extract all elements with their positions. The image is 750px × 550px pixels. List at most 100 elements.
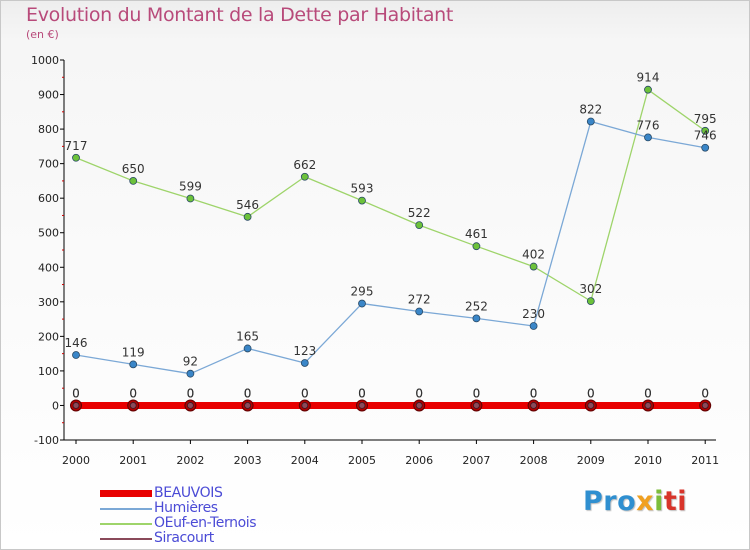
- legend-label-beauvois: BEAUVOIS: [154, 485, 223, 501]
- data-point-humieres: [472, 314, 481, 323]
- data-point-siracourt: [701, 402, 709, 409]
- data-point-siracourt: [472, 402, 480, 409]
- data-point-siracourt: [129, 402, 137, 409]
- data-point-oeuf-en-ternois: [358, 196, 366, 205]
- data-label-oeuf-en-ternois: 461: [465, 227, 488, 241]
- data-point-siracourt: [186, 402, 194, 409]
- data-label-humieres: 119: [122, 345, 145, 359]
- data-point-humieres: [186, 369, 195, 378]
- data-label-humieres: 230: [522, 307, 545, 321]
- data-label-siracourt: 0: [701, 386, 709, 400]
- chart-title: Evolution du Montant de la Dette par Hab…: [26, 4, 454, 26]
- data-point-humieres: [529, 322, 538, 330]
- y-tick-label: 900: [38, 89, 59, 102]
- y-tick-label: 1000: [31, 54, 59, 67]
- data-label-oeuf-en-ternois: 599: [179, 180, 202, 194]
- data-point-oeuf-en-ternois: [186, 194, 195, 203]
- data-label-oeuf-en-ternois: 402: [522, 248, 545, 262]
- data-point-siracourt: [244, 402, 252, 409]
- data-label-humieres: 295: [351, 285, 374, 299]
- data-label-oeuf-en-ternois: 522: [408, 206, 431, 220]
- legend-item-beauvois: BEAUVOIS: [100, 485, 320, 501]
- legend-label-humieres: Humières: [154, 500, 218, 516]
- logo-part-1: Pro: [583, 486, 637, 517]
- data-label-siracourt: 0: [473, 386, 481, 400]
- data-point-siracourt: [587, 402, 595, 409]
- data-point-humieres: [701, 143, 710, 152]
- data-label-humieres: 252: [465, 299, 488, 313]
- x-tick-label: 2001: [119, 454, 147, 467]
- legend-swatch-humieres: [100, 508, 152, 510]
- y-tick-label: 700: [38, 158, 59, 171]
- y-tick-label: 600: [38, 192, 59, 205]
- x-tick-label: 2010: [634, 454, 662, 467]
- data-label-beauvois: 0: [187, 386, 195, 400]
- data-point-siracourt: [644, 402, 652, 409]
- data-point-humieres: [300, 359, 309, 367]
- x-tick-label: 2007: [462, 454, 490, 467]
- data-label-oeuf-en-ternois: 914: [637, 71, 660, 85]
- data-point-oeuf-en-ternois: [529, 262, 538, 271]
- data-label-beauvois: 0: [587, 386, 595, 400]
- data-label-oeuf-en-ternois: 662: [293, 158, 316, 172]
- data-label-siracourt: 0: [644, 386, 652, 400]
- data-label-humieres: 92: [183, 355, 198, 369]
- data-label-humieres: 776: [637, 118, 660, 132]
- data-label-siracourt: 0: [301, 386, 309, 400]
- data-point-humieres: [243, 344, 252, 353]
- x-tick-label: 2003: [234, 454, 262, 467]
- data-point-oeuf-en-ternois: [644, 85, 652, 94]
- data-label-humieres: 822: [579, 102, 602, 116]
- legend-swatch-beauvois: [100, 490, 152, 497]
- data-point-humieres: [644, 133, 652, 142]
- data-label-humieres: 746: [694, 129, 717, 143]
- legend-label-oeuf-en-ternois: OEuf-en-Ternois: [154, 515, 257, 531]
- data-label-beauvois: 0: [244, 386, 252, 400]
- series-line-oeuf-en-ternois: [75, 89, 706, 302]
- data-label-beauvois: 0: [473, 386, 481, 400]
- data-point-oeuf-en-ternois: [586, 297, 595, 306]
- data-label-beauvois: 0: [72, 386, 80, 400]
- x-tick-label: 2008: [520, 454, 548, 467]
- data-label-oeuf-en-ternois: 650: [122, 162, 145, 176]
- y-tick-label: 100: [38, 365, 59, 378]
- logo-part-2: x: [636, 486, 655, 517]
- data-label-beauvois: 0: [701, 386, 709, 400]
- x-tick-label: 2004: [291, 454, 319, 467]
- proxiti-logo: Proxiti: [583, 486, 687, 517]
- legend-item-siracourt: Siracourt: [100, 530, 320, 546]
- data-label-siracourt: 0: [72, 386, 80, 400]
- x-tick-label: 2006: [405, 454, 433, 467]
- data-label-siracourt: 0: [587, 386, 595, 400]
- data-label-humieres: 165: [236, 329, 259, 343]
- data-label-beauvois: 0: [358, 386, 366, 400]
- data-label-oeuf-en-ternois: 795: [694, 112, 717, 126]
- data-label-oeuf-en-ternois: 717: [65, 139, 88, 153]
- legend-item-oeuf-en-ternois: OEuf-en-Ternois: [100, 515, 320, 531]
- data-point-oeuf-en-ternois: [129, 177, 138, 185]
- legend: BEAUVOIS Humières OEuf-en-Ternois Siraco…: [100, 485, 320, 546]
- data-point-humieres: [415, 307, 424, 316]
- data-label-beauvois: 0: [530, 386, 538, 400]
- data-label-siracourt: 0: [129, 386, 137, 400]
- y-tick-label: 0: [52, 399, 59, 412]
- data-label-humieres: 272: [408, 292, 431, 306]
- data-label-humieres: 146: [65, 336, 88, 350]
- data-label-oeuf-en-ternois: 593: [351, 182, 374, 196]
- y-tick-label: 800: [38, 123, 59, 136]
- data-label-beauvois: 0: [644, 386, 652, 400]
- data-point-siracourt: [301, 402, 309, 409]
- x-tick-label: 2011: [691, 454, 719, 467]
- logo-part-4: ti: [663, 486, 688, 517]
- data-label-beauvois: 0: [301, 386, 309, 400]
- data-label-siracourt: 0: [415, 386, 423, 400]
- data-point-oeuf-en-ternois: [243, 212, 252, 221]
- x-tick-label: 2002: [176, 454, 204, 467]
- legend-label-siracourt: Siracourt: [154, 530, 214, 546]
- data-label-humieres: 123: [293, 344, 316, 358]
- data-label-siracourt: 0: [530, 386, 538, 400]
- data-label-oeuf-en-ternois: 302: [579, 282, 602, 296]
- logo-part-3: i: [654, 486, 664, 517]
